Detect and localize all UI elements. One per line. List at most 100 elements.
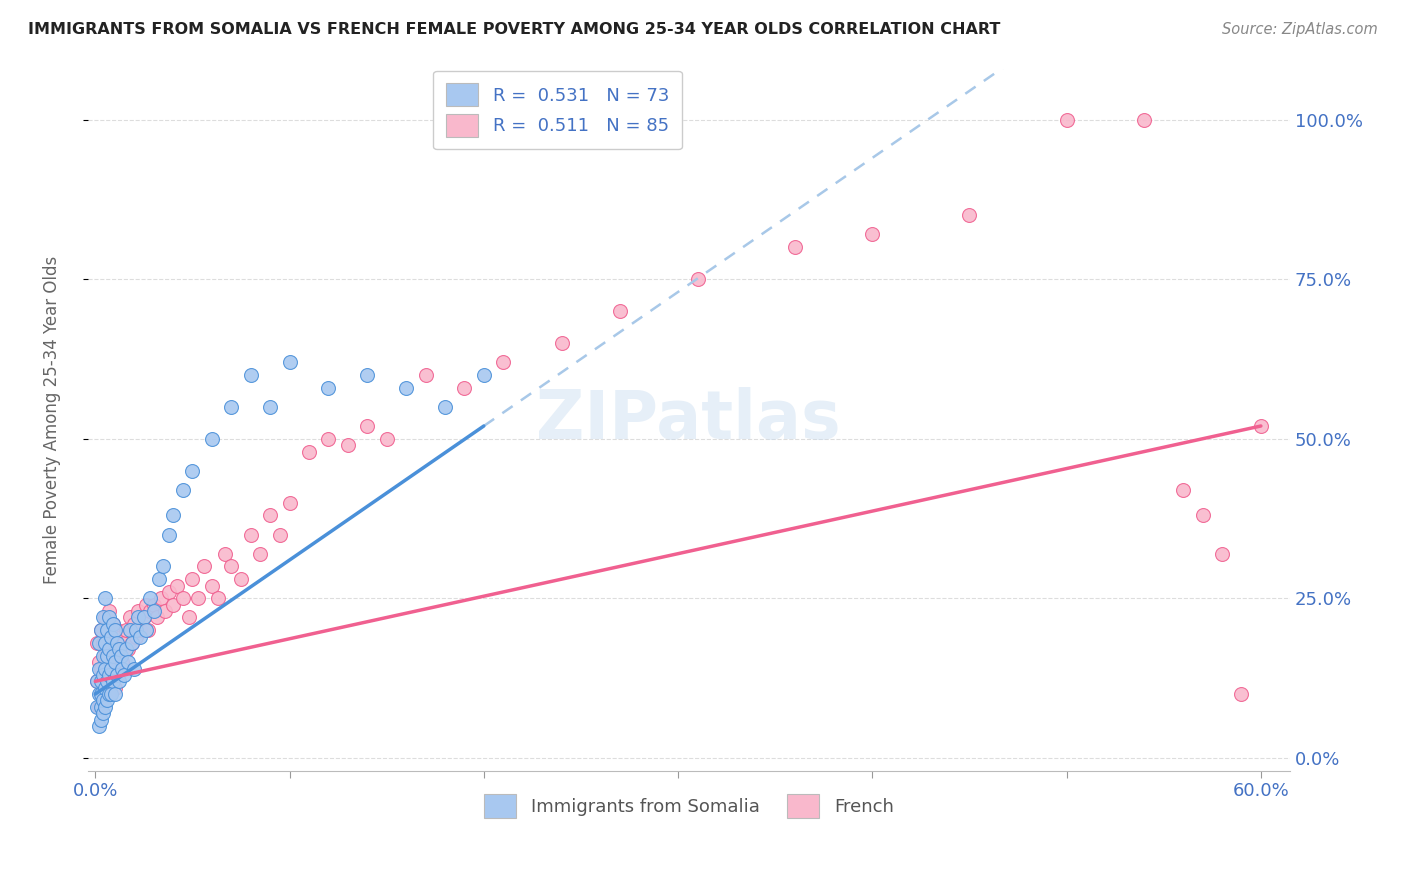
- Point: [127, 610, 149, 624]
- Point: [472, 368, 495, 382]
- Point: [1191, 508, 1213, 523]
- Point: [91, 693, 114, 707]
- Point: [97, 655, 120, 669]
- Point: [105, 624, 128, 638]
- Point: [259, 508, 281, 523]
- Point: [107, 674, 129, 689]
- Point: [91, 648, 114, 663]
- Point: [375, 432, 398, 446]
- Point: [142, 598, 165, 612]
- Point: [89, 687, 111, 701]
- Point: [100, 630, 122, 644]
- Point: [110, 630, 132, 644]
- Point: [219, 400, 242, 414]
- Point: [91, 668, 114, 682]
- Point: [860, 227, 883, 242]
- Point: [959, 208, 981, 222]
- Point: [157, 527, 180, 541]
- Point: [157, 585, 180, 599]
- Point: [193, 559, 215, 574]
- Point: [101, 668, 124, 682]
- Point: [90, 674, 112, 689]
- Point: [94, 591, 117, 606]
- Point: [91, 668, 114, 682]
- Point: [120, 624, 142, 638]
- Point: [239, 527, 262, 541]
- Point: [138, 604, 160, 618]
- Point: [336, 438, 359, 452]
- Point: [219, 559, 242, 574]
- Point: [91, 636, 114, 650]
- Point: [1211, 547, 1233, 561]
- Point: [135, 624, 157, 638]
- Point: [96, 693, 118, 707]
- Point: [104, 687, 127, 701]
- Point: [269, 527, 291, 541]
- Point: [90, 699, 112, 714]
- Point: [96, 674, 118, 689]
- Point: [105, 636, 128, 650]
- Point: [166, 578, 188, 592]
- Point: [298, 444, 321, 458]
- Point: [97, 687, 120, 701]
- Point: [91, 693, 114, 707]
- Point: [150, 591, 173, 606]
- Point: [97, 642, 120, 657]
- Point: [1250, 419, 1272, 434]
- Point: [111, 662, 134, 676]
- Point: [125, 630, 148, 644]
- Point: [105, 662, 128, 676]
- Point: [89, 636, 111, 650]
- Point: [117, 642, 139, 657]
- Point: [90, 687, 112, 701]
- Text: IMMIGRANTS FROM SOMALIA VS FRENCH FEMALE POVERTY AMONG 25-34 YEAR OLDS CORRELATI: IMMIGRANTS FROM SOMALIA VS FRENCH FEMALE…: [28, 22, 1001, 37]
- Point: [115, 642, 138, 657]
- Point: [318, 432, 340, 446]
- Point: [172, 483, 194, 497]
- Point: [101, 648, 124, 663]
- Text: Source: ZipAtlas.com: Source: ZipAtlas.com: [1222, 22, 1378, 37]
- Point: [104, 642, 127, 657]
- Point: [1173, 483, 1195, 497]
- Point: [86, 636, 108, 650]
- Point: [395, 381, 418, 395]
- Point: [125, 624, 148, 638]
- Point: [207, 591, 229, 606]
- Point: [100, 687, 122, 701]
- Point: [112, 636, 135, 650]
- Point: [96, 648, 118, 663]
- Point: [90, 713, 112, 727]
- Point: [94, 648, 117, 663]
- Point: [278, 355, 301, 369]
- Point: [278, 495, 301, 509]
- Point: [94, 636, 117, 650]
- Point: [91, 706, 114, 721]
- Point: [111, 655, 134, 669]
- Point: [117, 655, 139, 669]
- Point: [94, 681, 117, 695]
- Point: [122, 616, 145, 631]
- Point: [110, 648, 132, 663]
- Point: [107, 648, 129, 663]
- Point: [356, 368, 378, 382]
- Point: [239, 368, 262, 382]
- Point: [112, 668, 135, 682]
- Point: [609, 304, 631, 318]
- Point: [1056, 112, 1078, 127]
- Point: [120, 610, 142, 624]
- Point: [90, 662, 112, 676]
- Point: [1230, 687, 1253, 701]
- Point: [148, 572, 170, 586]
- Point: [433, 400, 456, 414]
- Point: [138, 591, 160, 606]
- Point: [181, 464, 204, 478]
- Point: [86, 699, 108, 714]
- Point: [783, 240, 806, 254]
- Point: [100, 636, 122, 650]
- Point: [96, 624, 118, 638]
- Point: [94, 610, 117, 624]
- Point: [97, 687, 120, 701]
- Point: [86, 674, 108, 689]
- Point: [100, 662, 122, 676]
- Point: [101, 616, 124, 631]
